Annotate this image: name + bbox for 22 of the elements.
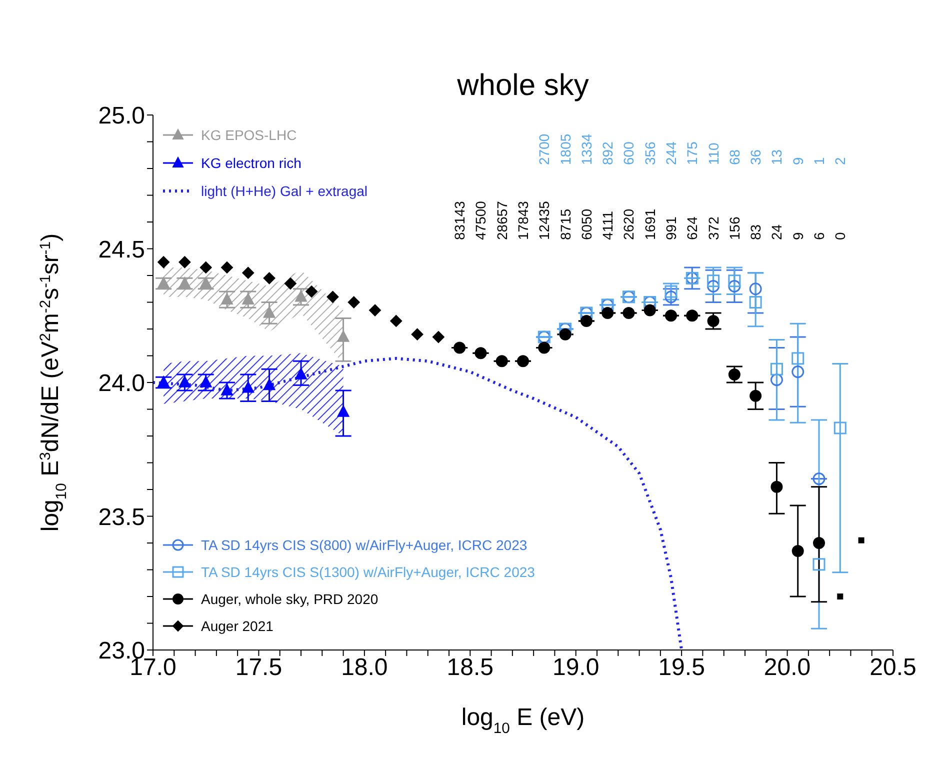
x-tick-label: 18.5: [446, 654, 494, 682]
legend-label: Auger, whole sky, PRD 2020: [201, 591, 378, 607]
text: 83143 47500 28657 17843 12435 8715 6050 4111 2620 1691 991 624 372 156 83 24 9 6 0: [452, 201, 848, 240]
legend-label: KG electron rich: [201, 155, 302, 171]
legend-label: KG EPOS-LHC: [201, 127, 297, 143]
x-tick-label: 19.0: [552, 654, 600, 682]
x-tick-label: 18.0: [341, 654, 388, 682]
y-tick-label: 24.0: [98, 370, 145, 398]
legend-label: TA SD 14yrs CIS S(800) w/AirFly+Auger, ICRC 2023: [201, 537, 528, 553]
x-tick-label: 20.5: [870, 654, 916, 682]
legend-label: Auger 2021: [201, 618, 274, 634]
chart-title: whole sky: [456, 69, 589, 102]
x-tick-label: 17.5: [235, 654, 282, 682]
y-tick-label: 24.5: [98, 236, 145, 264]
x-tick-label: 20.0: [764, 654, 811, 682]
y-tick-label: 25.0: [98, 102, 145, 130]
x-tick-label: 19.5: [658, 654, 705, 682]
legend-label: TA SD 14yrs CIS S(1300) w/AirFly+Auger, ICRC 2023: [201, 564, 536, 580]
legend-label: light (H+He) Gal + extragal: [201, 183, 368, 199]
y-tick-label: 23.5: [98, 504, 145, 531]
text: 2700 1805 1334 892 600 356 244 175 110 68 36 13 9 1 2: [536, 134, 848, 165]
x-axis-title: log$_{10}$ E (eV): [461, 704, 585, 737]
